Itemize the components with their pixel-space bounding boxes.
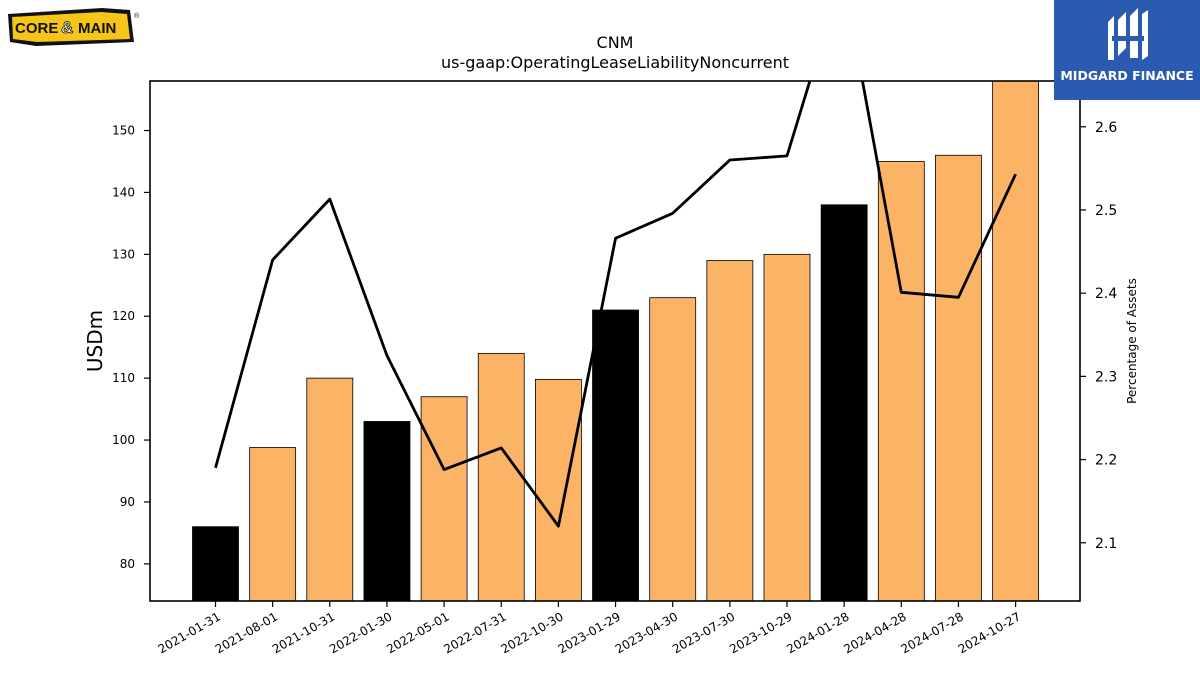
publisher-emblem-icon: [1108, 8, 1148, 60]
line-layer: [214, 81, 1017, 528]
bar-layer: [192, 80, 1039, 602]
y-tick-label: 90: [120, 495, 135, 509]
company-logo-text-b: &: [61, 18, 73, 37]
x-tick-label: 2022-07-31: [441, 609, 508, 656]
chart-title: CNM: [597, 33, 634, 52]
company-logo: CORE & MAIN ®: [6, 6, 142, 50]
y-tick-label: 130: [112, 247, 135, 261]
company-logo-text-c: MAIN: [78, 20, 116, 37]
y2-tick-label: 2.5: [1095, 203, 1117, 219]
company-logo-text-a: CORE: [15, 20, 58, 37]
y-tick-label: 110: [112, 371, 135, 385]
bar-2023-07-30: [706, 260, 754, 602]
bar-2024-04-28: [877, 161, 925, 602]
x-tick-label: 2021-10-31: [270, 609, 337, 656]
y2-tick-label: 2.2: [1095, 453, 1117, 469]
bar-2024-10-27: [992, 80, 1039, 602]
x-tick-label: 2023-01-29: [556, 609, 623, 656]
x-tick-label: 2023-07-30: [670, 609, 737, 656]
x-tick-label: 2022-05-01: [384, 609, 451, 656]
x-tick-label: 2021-08-01: [213, 609, 280, 656]
bar-2023-04-30: [649, 297, 697, 602]
percentage-of-assets-line: [214, 81, 1017, 528]
bar-2022-07-31: [477, 352, 525, 602]
publisher-name: MIDGARD FINANCE: [1060, 68, 1194, 83]
bar-2024-01-28: [820, 204, 868, 602]
y2-tick-label: 2.6: [1095, 120, 1117, 136]
x-axis: 2021-01-312021-08-012021-10-312022-01-30…: [156, 601, 1023, 656]
y-tick-label: 120: [112, 309, 135, 323]
y2-tick-label: 2.3: [1095, 369, 1117, 385]
bar-2022-05-01: [420, 396, 468, 602]
x-tick-label: 2023-10-29: [727, 609, 794, 656]
bar-2021-01-31: [192, 526, 239, 602]
x-tick-label: 2024-07-28: [899, 609, 966, 656]
x-tick-label: 2024-04-28: [841, 609, 908, 656]
company-logo-mark: ®: [134, 12, 140, 20]
x-tick-label: 2024-10-27: [956, 609, 1023, 656]
bar-2022-01-30: [363, 421, 411, 602]
chart-subtitle: us-gaap:OperatingLeaseLiabilityNoncurren…: [441, 53, 789, 72]
x-tick-label: 2023-04-30: [613, 609, 680, 656]
bar-2024-07-28: [935, 154, 982, 602]
bar-2021-08-01: [249, 447, 297, 602]
bar-2023-10-29: [763, 253, 811, 602]
y-tick-label: 80: [120, 557, 135, 571]
y2-tick-label: 2.1: [1095, 536, 1117, 552]
x-tick-label: 2024-01-28: [784, 609, 851, 656]
y-tick-label: 140: [112, 185, 135, 199]
bar-2023-01-29: [592, 309, 639, 602]
y-axis-label: USDm: [83, 310, 107, 372]
x-tick-label: 2022-10-30: [498, 609, 565, 656]
y2-tick-label: 2.4: [1095, 286, 1117, 302]
bar-2022-10-30: [535, 378, 582, 602]
y-tick-label: 150: [112, 124, 135, 138]
x-tick-label: 2021-01-31: [156, 609, 223, 656]
y-axis-left: 80 90 100 110 120 130 140 150: [112, 124, 150, 571]
x-tick-label: 2022-01-30: [327, 609, 394, 656]
y2-axis-label: Percentage of Assets: [1125, 278, 1139, 404]
y-axis-right: 2.1 2.2 2.3 2.4 2.5 2.6: [1080, 120, 1117, 552]
bar-2021-10-31: [306, 377, 354, 602]
publisher-logo: MIDGARD FINANCE: [1054, 0, 1200, 100]
y-tick-label: 100: [112, 433, 135, 447]
